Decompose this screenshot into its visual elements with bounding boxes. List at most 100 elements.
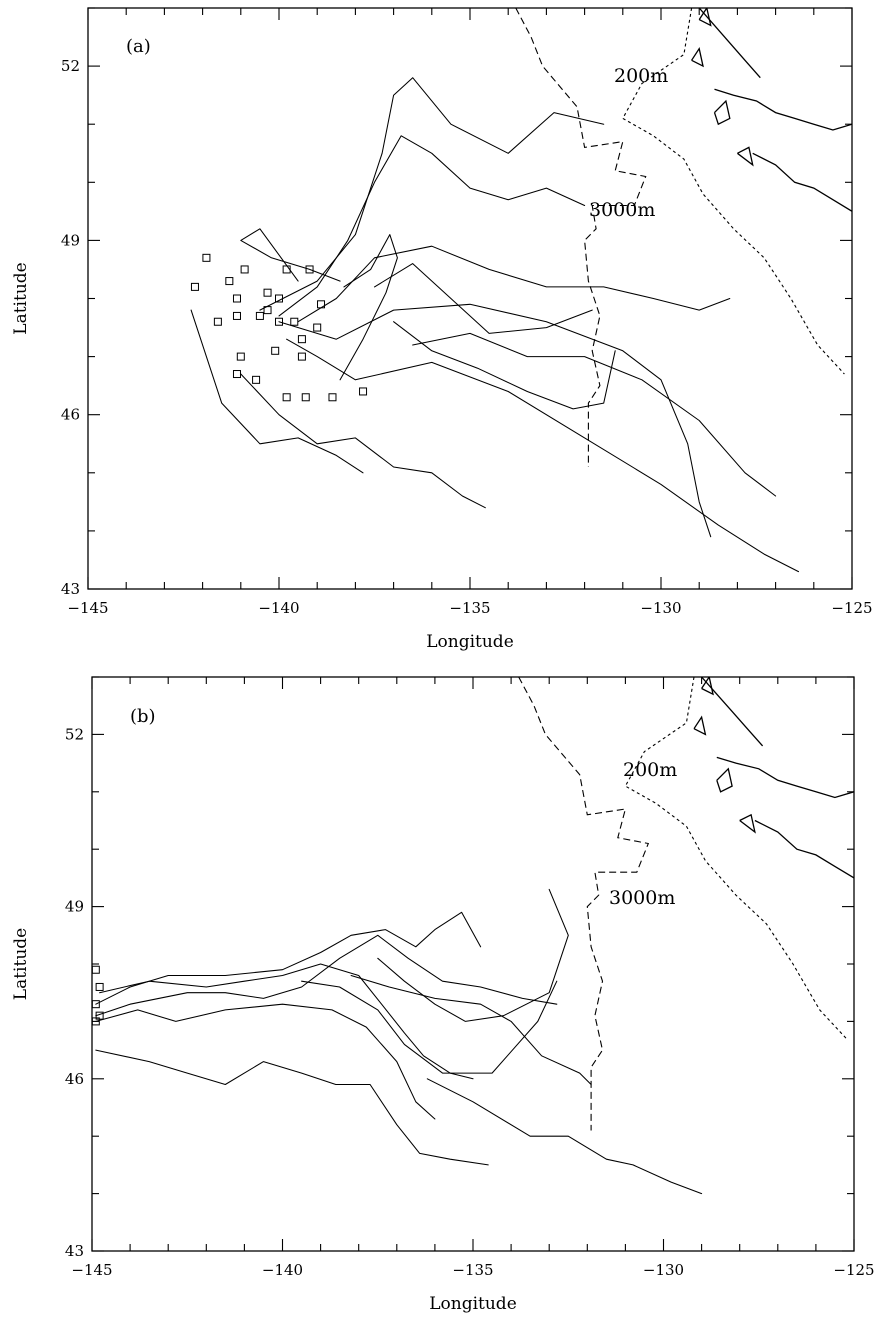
release-point	[301, 393, 310, 402]
drifter-track	[412, 332, 777, 497]
drifter-track	[286, 338, 800, 573]
plot-frame	[87, 7, 853, 590]
map-panel-b: −145 −140 −135 −130 −125 43 46 49 52 Longitude Lat…	[11, 676, 875, 1314]
island	[693, 715, 707, 736]
isobath-3000m-label: 3000m	[589, 199, 655, 221]
release-point	[328, 393, 337, 402]
x-axis-title: Longitude	[426, 632, 514, 652]
release-point	[282, 265, 291, 274]
drifter-track	[377, 888, 569, 1022]
x-tick-label: −135	[452, 1261, 493, 1279]
release-point	[252, 375, 261, 384]
isobath-200m	[622, 8, 845, 375]
drifter-track	[95, 911, 482, 1005]
coastline	[701, 677, 764, 747]
drifter-track	[301, 980, 558, 1074]
x-tick-label: −140	[262, 1261, 303, 1279]
x-tick-label: −140	[258, 599, 299, 617]
y-tick-label: 52	[65, 725, 84, 743]
x-tick-label: −130	[640, 599, 681, 617]
release-point	[290, 317, 299, 326]
coastline	[752, 152, 852, 212]
release-point	[240, 265, 249, 274]
isobath-3000m-label: 3000m	[609, 887, 675, 909]
plot-frame	[91, 676, 855, 1252]
isobath-200m-label: 200m	[614, 65, 668, 87]
release-point	[213, 317, 222, 326]
isobath-200m	[624, 677, 847, 1039]
y-axis-title: Latitude	[11, 262, 31, 334]
panel-label: (b)	[130, 706, 156, 727]
release-point	[225, 277, 234, 286]
y-tick-label: 43	[65, 1242, 84, 1260]
island	[739, 813, 756, 834]
y-tick-label: 46	[61, 406, 80, 424]
release-point	[232, 370, 241, 379]
x-tick-label: −135	[449, 599, 490, 617]
release-point	[305, 265, 314, 274]
drifter-track	[373, 263, 593, 334]
drifter-track	[190, 309, 364, 474]
release-point	[236, 352, 245, 361]
x-tick-label: −145	[71, 1261, 112, 1279]
x-tick-label: −145	[67, 599, 108, 617]
y-tick-label: 49	[61, 231, 80, 249]
map-content	[92, 677, 854, 1195]
y-tick-label: 52	[61, 57, 80, 75]
release-point	[297, 335, 306, 344]
isobath-200m-label: 200m	[623, 759, 677, 781]
y-tick-label: 46	[65, 1070, 84, 1088]
drifter-track	[95, 934, 558, 1017]
y-tick-label: 43	[61, 580, 80, 598]
y-tick-label: 49	[65, 898, 84, 916]
panel-label: (a)	[126, 36, 151, 57]
drifter-track	[339, 234, 398, 381]
release-point	[263, 306, 272, 315]
drifter-track	[350, 974, 592, 1086]
release-point	[275, 317, 283, 326]
drifter-track	[278, 303, 712, 538]
release-point	[232, 311, 241, 320]
drifter-track	[259, 77, 605, 311]
coastline	[714, 88, 852, 131]
drifter-track	[426, 1078, 703, 1195]
release-point	[317, 300, 326, 309]
drifter-track	[278, 135, 586, 317]
island	[701, 677, 714, 696]
release-point	[359, 387, 368, 396]
release-point	[95, 982, 104, 991]
island	[716, 767, 733, 793]
release-point	[190, 282, 199, 291]
drifter-track	[240, 373, 486, 509]
release-point	[232, 294, 241, 303]
drifter-track	[297, 245, 731, 323]
map-panel-a: −145 −140 −135 −130 −125 43 46 49 52 Longitude Lat…	[11, 7, 873, 652]
release-point	[255, 311, 264, 320]
drifter-track	[393, 321, 616, 410]
drifter-track	[95, 1049, 489, 1166]
release-point	[92, 965, 100, 974]
island	[713, 99, 731, 126]
release-point	[313, 323, 322, 332]
drifter-track	[95, 1003, 436, 1120]
release-point	[297, 352, 306, 361]
x-tick-label: −125	[833, 1261, 874, 1279]
island	[691, 47, 704, 68]
isobath-3000m	[515, 8, 647, 467]
coastline	[754, 819, 854, 879]
release-point	[202, 253, 211, 262]
release-point	[275, 294, 283, 303]
x-axis-title: Longitude	[429, 1294, 517, 1314]
drifter-track	[240, 228, 341, 282]
x-tick-label: −125	[831, 599, 872, 617]
release-point	[271, 346, 280, 355]
island	[698, 8, 712, 27]
map-content	[190, 8, 852, 573]
isobath-3000m	[518, 677, 650, 1131]
x-tick-label: −130	[643, 1261, 684, 1279]
drifter-track	[99, 963, 474, 1080]
coastline	[716, 756, 854, 799]
release-point	[282, 393, 291, 402]
release-point	[263, 288, 272, 297]
